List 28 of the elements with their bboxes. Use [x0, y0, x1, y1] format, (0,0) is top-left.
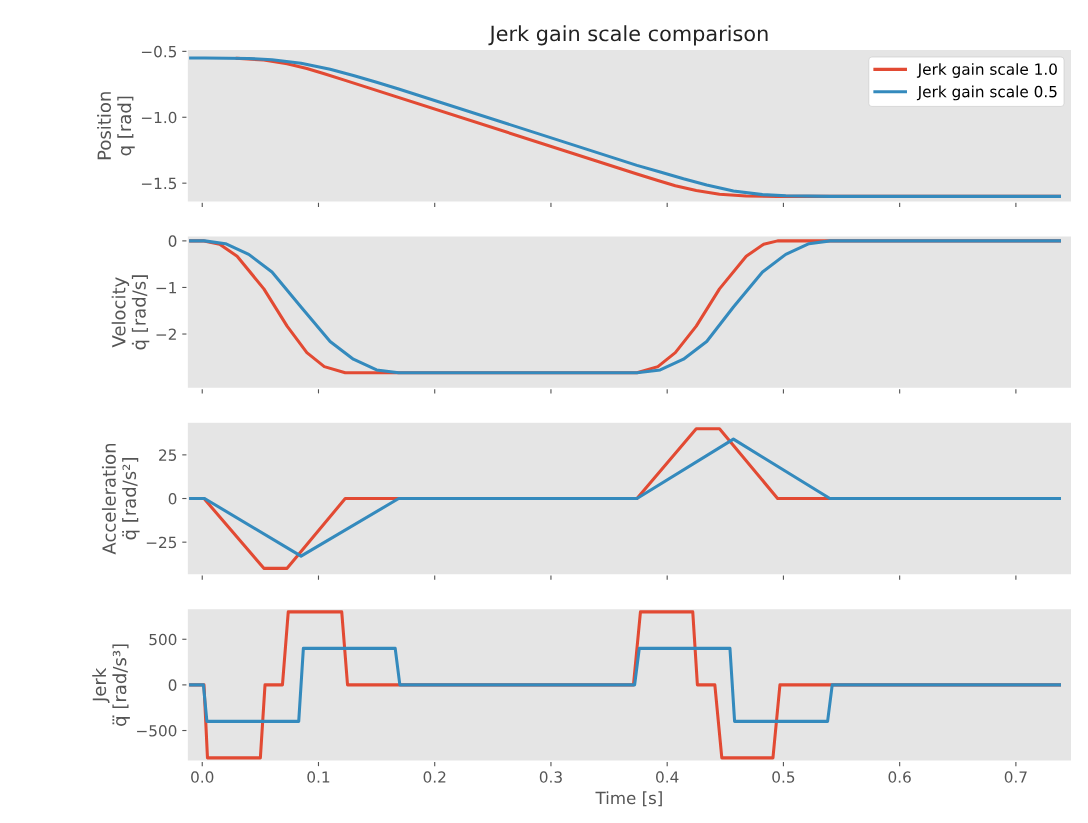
y-tick-label: −2 [156, 328, 176, 340]
y-axis-title: Jerk q⃛ [rad/s³] [92, 644, 130, 726]
x-tick-label: 0.6 [888, 771, 911, 783]
legend-label: Jerk gain scale 1.0 [916, 63, 1057, 78]
x-axis-title: Time [s] [595, 791, 662, 807]
x-tick-label: 0.3 [539, 771, 562, 783]
y-tick-label: −25 [146, 536, 177, 549]
x-tick-label: 0.7 [1004, 771, 1027, 783]
x-tick-label: 0.2 [423, 771, 446, 783]
x-tick-label: 0.0 [191, 771, 214, 783]
legend-label: Jerk gain scale 0.5 [916, 85, 1057, 101]
y-tick-label: −1.0 [141, 111, 177, 124]
y-tick-label: −500 [137, 724, 177, 737]
y-axis-title: Acceleration q̈ [rad/s²] [101, 443, 140, 555]
y-tick-label: 25 [159, 449, 177, 461]
y-tick-label: 0 [168, 492, 177, 505]
y-tick-label: −1 [156, 282, 176, 294]
y-tick-label: −1.5 [141, 177, 177, 190]
x-tick-label: 0.4 [656, 771, 679, 783]
y-axis-title: Position q [rad] [97, 92, 135, 160]
y-axis-title: Velocity q̇ [rad/s] [111, 275, 150, 350]
y-tick-label: 500 [149, 633, 177, 646]
chart-title: Jerk gain scale comparison [488, 25, 768, 46]
y-tick-label: −0.5 [141, 45, 177, 58]
y-tick-label: 0 [168, 679, 177, 691]
x-tick-label: 0.5 [772, 771, 795, 783]
y-tick-label: 0 [168, 235, 177, 247]
x-tick-label: 0.1 [307, 771, 330, 783]
